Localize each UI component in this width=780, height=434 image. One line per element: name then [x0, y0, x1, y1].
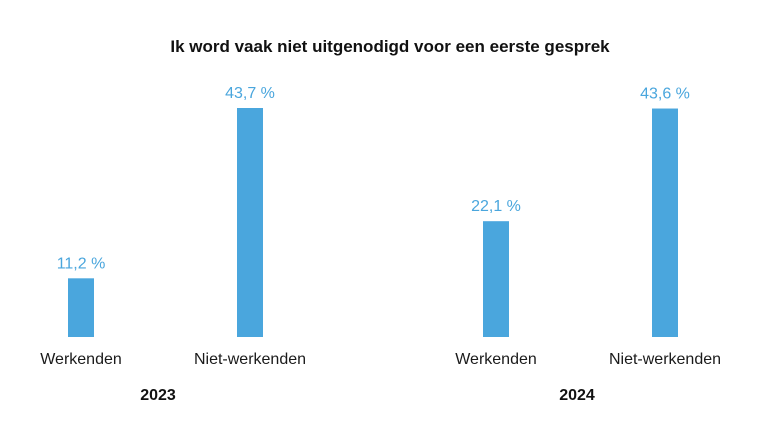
bar-2024-1 [652, 108, 678, 338]
data-label-2023-0: 11,2 % [57, 255, 106, 272]
group-label-2024: 2024 [559, 387, 595, 404]
chart-marks: 11,2 % Werkenden 43,7 % Niet-werkenden 2023 2… [40, 85, 721, 404]
category-label-2023-1: Niet-werkenden [194, 351, 306, 368]
data-label-2024-1: 43,6 % [640, 86, 690, 103]
data-label-2023-1: 43,7 % [225, 85, 275, 102]
bar-2023-0 [68, 278, 94, 337]
category-label-2023-0: Werkenden [40, 351, 122, 368]
bar-2023-1 [237, 108, 263, 337]
category-label-2024-0: Werkenden [455, 351, 537, 368]
group-label-2023: 2023 [140, 387, 176, 404]
data-label-2024-0: 22,1 % [471, 198, 521, 215]
category-label-2024-1: Niet-werkenden [609, 351, 721, 368]
chart-title: Ik word vaak niet uitgenodigd voor een e… [170, 37, 610, 56]
bar-2024-0 [483, 221, 509, 337]
